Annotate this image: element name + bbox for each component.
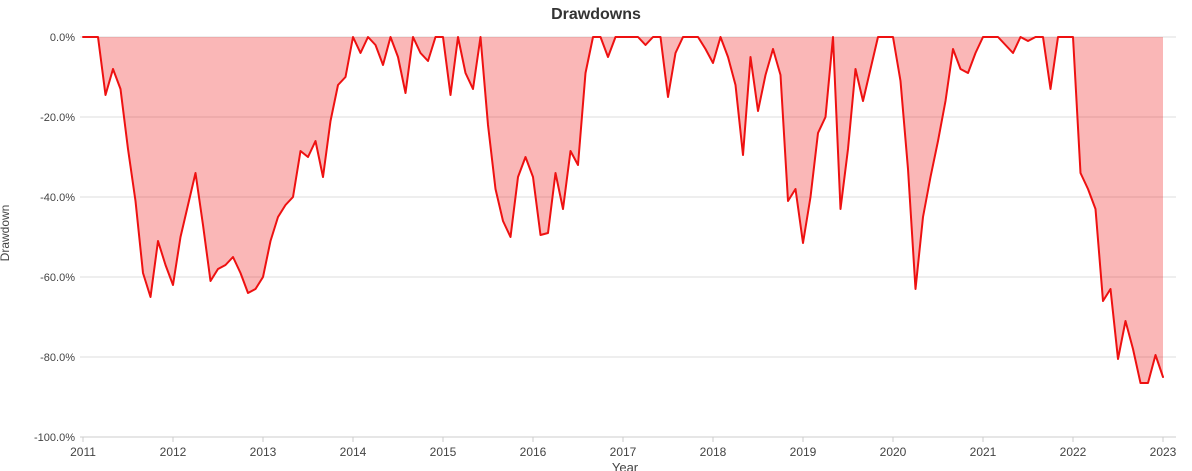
x-tick-label: 2011: [70, 445, 96, 459]
y-axis-labels: 0.0% -20.0% -40.0% -60.0% -80.0% -100.0%: [34, 32, 75, 444]
x-axis-ticks: [80, 436, 1176, 442]
x-tick-label: 2023: [1150, 445, 1177, 459]
x-tick-label: 2019: [790, 445, 817, 459]
x-axis-labels: 2011 2012 2013 2014 2015 2016 2017 2018 2019 2020…: [70, 445, 1177, 459]
x-tick-label: 2017: [610, 445, 637, 459]
y-tick-label: -60.0%: [40, 272, 75, 284]
drawdown-line: [82, 36, 1164, 384]
x-tick-label: 2022: [1060, 445, 1087, 459]
y-axis-title: Drawdown: [0, 205, 12, 262]
x-tick-label: 2018: [700, 445, 727, 459]
y-tick-label: -80.0%: [40, 352, 75, 364]
y-tick-label: 0.0%: [50, 32, 75, 44]
drawdown-area: [83, 37, 1163, 383]
x-axis-title: Year: [612, 460, 639, 471]
y-tick-label: -100.0%: [34, 432, 75, 444]
chart-title: Drawdowns: [551, 6, 641, 23]
y-tick-label: -20.0%: [40, 112, 75, 124]
y-tick-label: -40.0%: [40, 192, 75, 204]
x-tick-label: 2016: [520, 445, 547, 459]
x-tick-label: 2020: [880, 445, 907, 459]
x-tick-label: 2015: [430, 445, 457, 459]
x-tick-label: 2013: [250, 445, 277, 459]
x-tick-label: 2021: [970, 445, 997, 459]
x-tick-label: 2014: [340, 445, 367, 459]
x-tick-label: 2012: [160, 445, 187, 459]
